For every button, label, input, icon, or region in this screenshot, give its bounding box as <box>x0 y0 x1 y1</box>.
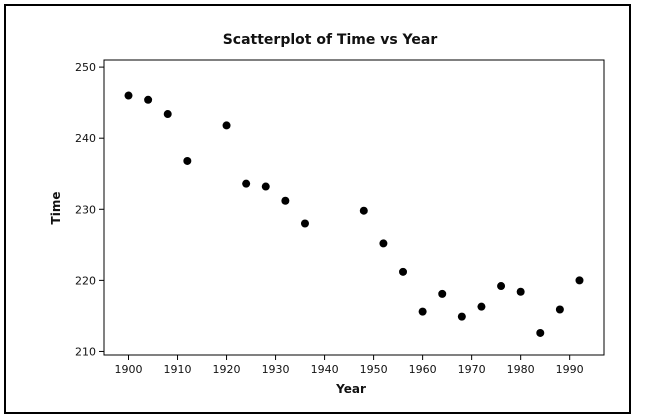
data-points <box>124 91 584 337</box>
y-tick-label: 210 <box>75 345 96 358</box>
x-axis: 1900 1910 1920 1930 1940 1950 1960 1970 1980 1990 <box>115 355 584 376</box>
plot-area <box>103 59 605 356</box>
data-point <box>144 95 153 104</box>
y-axis-label: Time <box>49 192 63 225</box>
data-point <box>183 156 192 165</box>
data-point <box>399 267 408 276</box>
data-point <box>379 239 388 248</box>
data-point <box>222 121 231 130</box>
x-tick-label: 1930 <box>262 363 290 376</box>
data-point <box>536 328 545 337</box>
data-point <box>438 289 447 298</box>
y-tick-label: 220 <box>75 274 96 287</box>
y-tick-label: 230 <box>75 203 96 216</box>
data-point <box>516 287 525 296</box>
data-point <box>555 305 564 314</box>
y-tick-label: 250 <box>75 61 96 74</box>
data-point <box>575 276 584 285</box>
x-axis-label: Year <box>335 382 366 396</box>
chart-frame <box>4 4 631 414</box>
x-tick-label: 1970 <box>458 363 486 376</box>
x-tick-label: 1910 <box>164 363 192 376</box>
data-point <box>418 307 427 316</box>
data-point <box>124 91 133 100</box>
x-tick-label: 1940 <box>311 363 339 376</box>
data-point <box>457 312 466 321</box>
data-point <box>261 182 270 191</box>
data-point <box>300 219 309 228</box>
x-tick-label: 1990 <box>556 363 584 376</box>
data-point <box>497 282 506 291</box>
x-tick-label: 1950 <box>360 363 388 376</box>
x-tick-label: 1920 <box>213 363 241 376</box>
x-tick-label: 1980 <box>507 363 535 376</box>
data-point <box>477 302 486 311</box>
x-tick-label: 1900 <box>115 363 143 376</box>
data-point <box>281 196 290 205</box>
chart-title: Scatterplot of Time vs Year <box>223 32 438 48</box>
data-point <box>163 110 172 119</box>
y-axis: 210 220 230 240 250 <box>75 61 104 358</box>
data-point <box>242 179 251 188</box>
y-tick-label: 240 <box>75 132 96 145</box>
x-tick-label: 1960 <box>409 363 437 376</box>
data-point <box>359 206 368 215</box>
